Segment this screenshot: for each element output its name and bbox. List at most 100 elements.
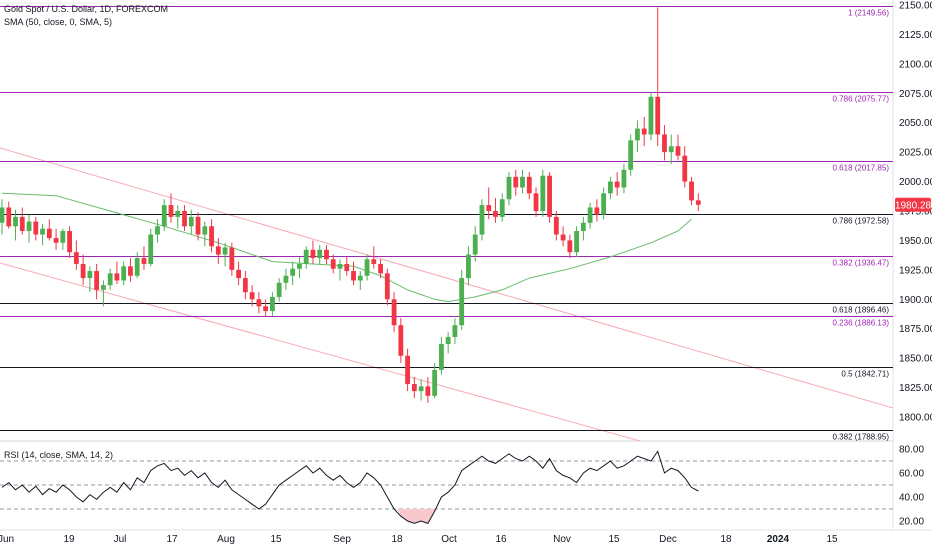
sma-indicator-label: SMA (50, close, 0, SMA, 5) xyxy=(4,17,112,27)
candles-layer xyxy=(0,7,701,403)
candle-38 xyxy=(256,292,262,314)
date-tick-1: 19 xyxy=(63,534,75,545)
candle-48 xyxy=(324,245,329,264)
candle-60 xyxy=(405,348,410,392)
fib-label-6: 0.236 (1886.13) xyxy=(833,319,890,328)
candle-71 xyxy=(479,199,485,241)
candle-19 xyxy=(128,258,133,282)
candle-4 xyxy=(26,214,32,243)
candle-45 xyxy=(303,246,309,269)
chart-title: Gold Spot / U.S. Dollar, 1D, FOREXCOM xyxy=(4,4,168,14)
price-tick-1: 2125.00 xyxy=(899,30,932,41)
candle-93 xyxy=(628,134,634,176)
candle-88 xyxy=(594,199,600,222)
price-axis[interactable]: 2150.00 2125.00 2100.00 2075.00 2050.00 2025.… xyxy=(899,1,932,424)
candle-59 xyxy=(398,318,404,363)
price-tick-8: 1950.00 xyxy=(899,236,932,247)
candle-91 xyxy=(614,172,620,196)
candle-33 xyxy=(222,242,228,267)
candle-94 xyxy=(635,120,640,153)
candle-21 xyxy=(141,246,147,270)
candle-54 xyxy=(364,254,370,281)
date-tick-6: Sep xyxy=(333,534,351,545)
candle-3 xyxy=(19,207,25,235)
candle-16 xyxy=(107,268,113,290)
fib-label-4: 0.382 (1936.47) xyxy=(833,259,890,268)
candle-87 xyxy=(587,202,593,229)
price-tick-13: 1825.00 xyxy=(899,383,932,394)
price-tick-3: 2075.00 xyxy=(899,89,932,100)
rsi-tick-1: 60.00 xyxy=(899,469,924,480)
candle-15 xyxy=(101,280,106,307)
candle-63 xyxy=(425,376,431,403)
rsi-tick-2: 40.00 xyxy=(899,493,924,504)
date-tick-10: Nov xyxy=(553,534,571,545)
sma-layer xyxy=(1,192,692,303)
candle-67 xyxy=(452,318,458,345)
candle-37 xyxy=(249,285,255,307)
date-tick-13: 18 xyxy=(720,534,732,545)
candle-18 xyxy=(121,261,127,286)
candle-14 xyxy=(94,263,100,300)
candle-46 xyxy=(310,240,316,264)
candle-68 xyxy=(459,269,465,330)
candle-41 xyxy=(276,278,282,302)
candle-0 xyxy=(0,199,5,235)
candle-89 xyxy=(601,187,607,220)
date-tick-7: 18 xyxy=(391,534,403,545)
price-tick-11: 1875.00 xyxy=(899,324,932,335)
candle-42 xyxy=(283,268,289,290)
candle-103 xyxy=(695,193,701,211)
candle-95 xyxy=(641,116,647,147)
candle-85 xyxy=(574,226,579,257)
fib-label-7: 0.5 (1842.71) xyxy=(841,370,889,379)
candle-49 xyxy=(330,254,336,274)
rsi-tick-3: 20.00 xyxy=(899,517,924,528)
candle-64 xyxy=(432,362,438,399)
candle-9 xyxy=(60,228,66,250)
channel-lines xyxy=(0,147,894,442)
date-tick-5: 15 xyxy=(270,534,282,545)
candle-27 xyxy=(182,205,187,232)
candle-36 xyxy=(242,271,248,300)
candle-2 xyxy=(13,209,18,241)
candle-74 xyxy=(499,193,505,222)
price-tick-0: 2150.00 xyxy=(899,1,932,12)
date-axis[interactable]: Jun 19 Jul 17 Aug 15 Sep 18 Oct 16 Nov 15 Dec 18 2024 1… xyxy=(0,534,838,545)
candle-24 xyxy=(161,199,167,232)
candle-53 xyxy=(357,271,363,290)
candle-70 xyxy=(472,226,478,262)
date-tick-3: 17 xyxy=(166,534,178,545)
candle-39 xyxy=(263,299,269,317)
price-tick-12: 1850.00 xyxy=(899,354,932,365)
candle-76 xyxy=(513,169,519,196)
fib-label-3: 0.786 (1972.58) xyxy=(833,217,890,226)
candle-55 xyxy=(371,246,377,269)
rsi-oversold-fill xyxy=(397,509,438,524)
price-tick-7: 1975.00 xyxy=(899,207,932,218)
candle-17 xyxy=(114,261,120,284)
fib-label-1: 0.786 (2075.77) xyxy=(833,95,890,104)
candle-35 xyxy=(236,261,241,286)
candle-100 xyxy=(675,134,681,161)
candle-75 xyxy=(506,172,512,206)
date-tick-0: Jun xyxy=(0,534,14,545)
date-tick-11: 15 xyxy=(608,534,620,545)
candle-29 xyxy=(195,212,201,241)
candle-52 xyxy=(351,261,356,286)
candle-84 xyxy=(567,234,573,259)
candle-20 xyxy=(134,252,140,279)
candle-32 xyxy=(215,238,221,264)
price-tick-6: 2000.00 xyxy=(899,177,932,188)
candle-98 xyxy=(662,125,667,161)
price-tick-2: 2100.00 xyxy=(899,59,932,70)
candle-47 xyxy=(317,245,323,264)
date-tick-9: 16 xyxy=(495,534,507,545)
candle-61 xyxy=(411,376,417,399)
candle-81 xyxy=(547,172,552,223)
fib-label-8: 0.382 (1788.95) xyxy=(833,433,890,442)
candle-57 xyxy=(384,268,390,306)
candle-40 xyxy=(270,292,275,316)
